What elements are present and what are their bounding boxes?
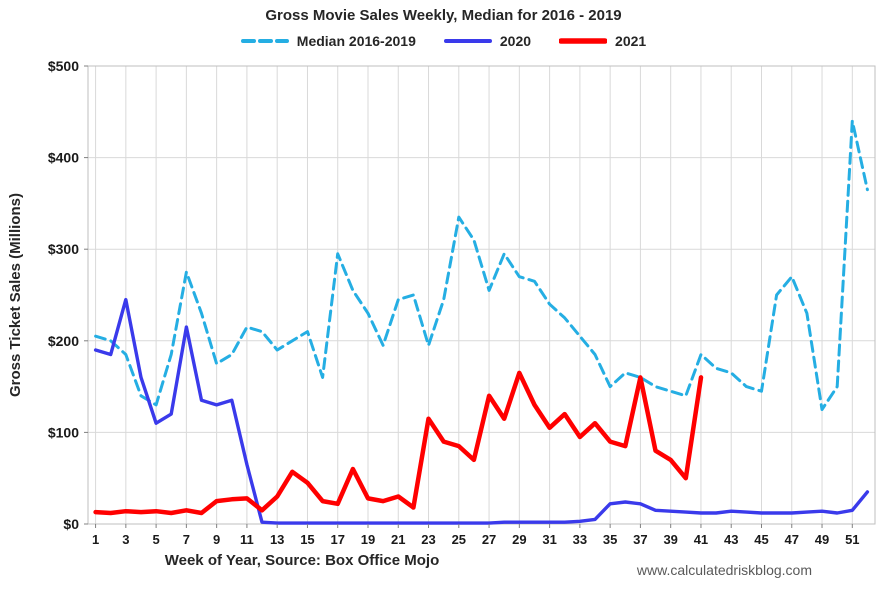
legend-item-median-2016-2019: Median 2016-2019	[240, 33, 416, 49]
x-tick-label: 25	[452, 532, 466, 547]
legend-item-2020: 2020	[443, 33, 532, 49]
x-tick-label: 13	[270, 532, 284, 547]
legend-label-2021: 2021	[615, 33, 647, 49]
series-line-2020	[93, 297, 870, 525]
x-tick-label: 43	[724, 532, 738, 547]
legend-item-2021: 2021	[559, 33, 646, 49]
x-tick-label: 27	[482, 532, 496, 547]
x-tick-label: 47	[785, 532, 799, 547]
chart-title: Gross Movie Sales Weekly, Median for 201…	[265, 7, 622, 24]
legend-line-sample-median-icon	[240, 39, 289, 43]
series-line-2021	[93, 370, 704, 516]
x-tick-label: 21	[391, 532, 405, 547]
x-tick-label: 17	[330, 532, 344, 547]
x-tick-label: 5	[152, 532, 159, 547]
chart-legend: Median 2016-2019 2020 2021	[0, 33, 887, 49]
x-tick-label: 39	[663, 532, 677, 547]
legend-label-2020: 2020	[499, 33, 532, 49]
x-tick-label: 37	[633, 532, 647, 547]
y-tick-label: $300	[48, 241, 79, 257]
legend-line-sample-2021-icon	[559, 38, 608, 44]
x-tick-label: 23	[421, 532, 435, 547]
x-tick-label: 29	[512, 532, 526, 547]
x-tick-label: 31	[542, 532, 556, 547]
y-axis-title: Gross Ticket Sales (Millions)	[7, 193, 24, 397]
x-tick-label: 35	[603, 532, 617, 547]
x-tick-label: 51	[845, 532, 859, 547]
chart-plot: 1 3 5 7 9 11 13 15 17 19 21 23 25 27 29 31 33 35 37 39 41 43 4…	[7, 58, 876, 578]
axis-labels: 1 3 5 7 9 11 13 15 17 19 21 23 25 27 29 31 33 35 37 39 41 43 4…	[48, 58, 860, 547]
watermark-url: www.calculatedriskblog.com	[636, 562, 812, 578]
series-line-median-2016-2019	[94, 119, 869, 411]
y-tick-label: $400	[48, 150, 79, 166]
x-tick-label: 33	[573, 532, 587, 547]
y-tick-label: $100	[48, 424, 79, 440]
x-tick-label: 15	[300, 532, 314, 547]
x-tick-label: 3	[122, 532, 129, 547]
x-tick-label: 11	[240, 532, 254, 547]
gridlines	[87, 65, 876, 525]
x-tick-label: 49	[815, 532, 829, 547]
y-tick-label: $0	[63, 516, 79, 532]
legend-line-sample-2020-icon	[443, 39, 492, 43]
x-tick-label: 7	[183, 532, 190, 547]
x-tick-label: 41	[694, 532, 708, 547]
x-axis-title: Week of Year, Source: Box Office Mojo	[165, 552, 440, 569]
series-lines	[93, 119, 870, 525]
x-tick-label: 19	[361, 532, 375, 547]
y-tick-label: $200	[48, 333, 79, 349]
x-tick-label: 1	[92, 532, 99, 547]
plot-border	[87, 65, 876, 525]
y-tick-label: $500	[48, 58, 79, 74]
x-tick-label: 45	[754, 532, 768, 547]
legend-label-median: Median 2016-2019	[296, 33, 416, 49]
x-tick-label: 9	[213, 532, 220, 547]
